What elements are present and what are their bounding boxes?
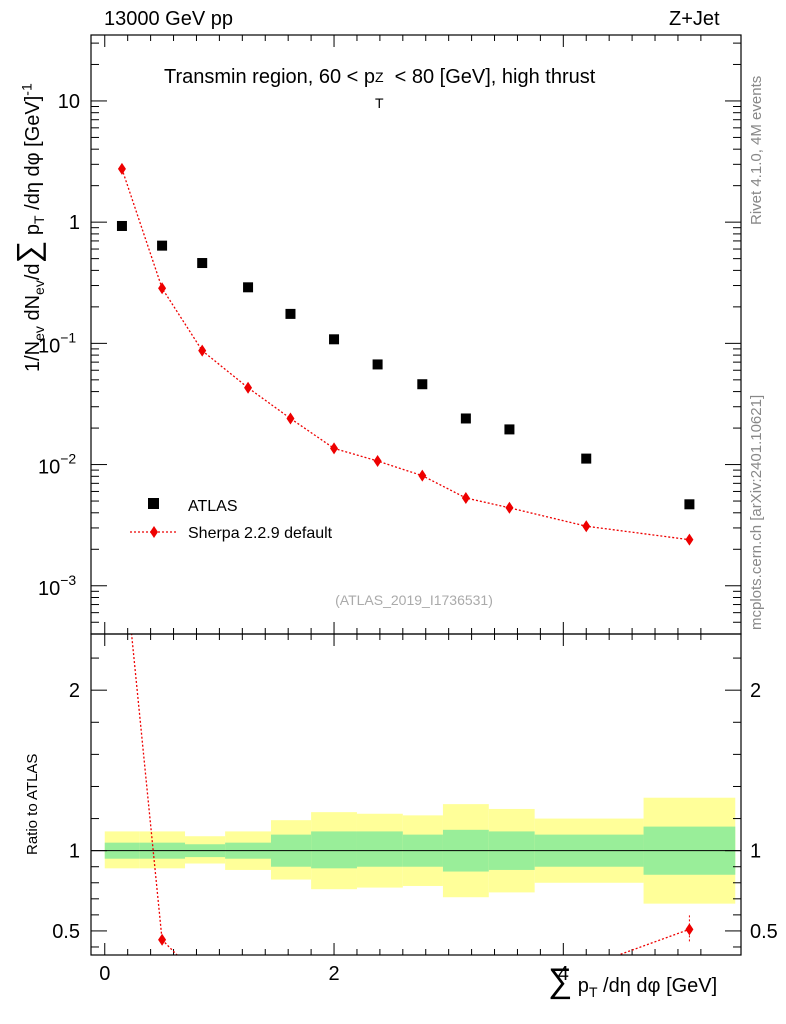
sherpa-line bbox=[121, 168, 690, 541]
stat-uncertainty-band bbox=[311, 831, 357, 869]
sherpa-point bbox=[330, 442, 339, 455]
sherpa-point bbox=[582, 520, 591, 533]
sherpa-ratio-point bbox=[158, 933, 167, 946]
rivet-version-label: Rivet 4.1.0, 4M events bbox=[748, 75, 765, 225]
ratio-y-tick-label-right: 0.5 bbox=[750, 921, 778, 943]
sherpa-point bbox=[286, 412, 295, 425]
energy-label: 13000 GeV pp bbox=[104, 8, 233, 30]
x-tick-label: 2 bbox=[328, 963, 339, 985]
stat-uncertainty-band bbox=[356, 831, 403, 867]
x-tick-label: 0 bbox=[99, 963, 110, 985]
atlas-point bbox=[197, 258, 208, 269]
y-axis-title: 1/Nev dNev/d∑ pT /dη dφ [GeV]-1 bbox=[10, 83, 47, 372]
legend: ATLAS Sherpa 2.2.9 default bbox=[130, 498, 333, 542]
sherpa-point bbox=[418, 469, 427, 482]
x-axis-title: ∑ pT /dη dφ [GeV] bbox=[548, 962, 718, 1000]
atlas-point bbox=[285, 308, 296, 319]
atlas-point bbox=[116, 220, 127, 231]
legend-atlas-marker bbox=[148, 498, 159, 509]
ratio-y-tick-label-right: 2 bbox=[750, 680, 761, 702]
sherpa-point bbox=[461, 491, 470, 504]
atlas-point bbox=[504, 424, 515, 435]
ratio-y-tick-label-right: 1 bbox=[750, 841, 761, 863]
atlas-point bbox=[243, 282, 254, 293]
ratio-y-tick-label: 2 bbox=[69, 680, 80, 702]
sherpa-point bbox=[198, 344, 207, 357]
process-label: Z+Jet bbox=[669, 8, 720, 30]
y-tick-label: 1 bbox=[69, 212, 80, 234]
ratio-y-tick-label: 1 bbox=[69, 841, 80, 863]
ratio-axis-title: Ratio to ATLAS bbox=[24, 753, 41, 855]
legend-sherpa-label: Sherpa 2.2.9 default bbox=[188, 525, 333, 542]
sherpa-point bbox=[505, 501, 514, 514]
ratio-frame bbox=[90, 633, 742, 956]
sherpa-ratio-point bbox=[685, 923, 694, 936]
atlas-point bbox=[684, 499, 695, 510]
analysis-id-watermark: (ATLAS_2019_I1736531) bbox=[335, 592, 493, 608]
ratio-y-tick-label: 0.5 bbox=[52, 921, 80, 943]
legend-sherpa-marker bbox=[150, 526, 158, 538]
main-frame bbox=[90, 34, 742, 635]
atlas-point bbox=[329, 334, 340, 345]
atlas-point bbox=[460, 413, 471, 424]
ratio-panel: 0 2 4 0.5 0.5 1 1 2 2 bbox=[52, 633, 778, 985]
mcplots-label: mcplots.cern.ch [arXiv:2401.10621] bbox=[748, 394, 765, 630]
sherpa-point bbox=[244, 381, 253, 394]
sherpa-point bbox=[158, 282, 167, 295]
atlas-point bbox=[372, 359, 383, 370]
y-tick-label: 10−3 bbox=[38, 572, 76, 600]
y-tick-label: 10−2 bbox=[38, 451, 76, 479]
atlas-point bbox=[581, 453, 592, 464]
sherpa-ratio-group bbox=[130, 634, 694, 955]
x-tick-label: 4 bbox=[558, 963, 569, 985]
sherpa-point bbox=[373, 455, 382, 468]
sherpa-point bbox=[685, 533, 694, 546]
legend-atlas-label: ATLAS bbox=[188, 498, 238, 515]
atlas-point bbox=[157, 240, 168, 251]
atlas-point bbox=[417, 379, 428, 390]
y-tick-label: 10 bbox=[58, 91, 80, 113]
sherpa-point bbox=[117, 162, 126, 175]
